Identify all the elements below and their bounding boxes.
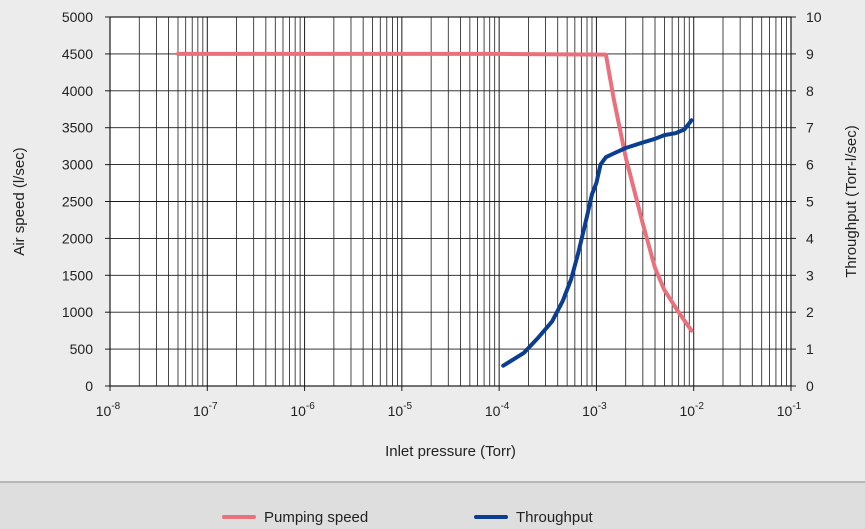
y2-tick-label: 4 — [806, 230, 814, 246]
y2-axis-label: Throughput (Torr-l/sec) — [843, 125, 860, 278]
legend-swatch-throughput — [474, 515, 508, 519]
x-tick-label: 10-6 — [290, 401, 315, 419]
y2-tick-label: 5 — [806, 194, 814, 210]
legend-item-throughput: Throughput — [474, 508, 593, 526]
y-tick-label: 5000 — [62, 9, 93, 25]
y2-tick-label: 9 — [806, 46, 814, 62]
y2-tick-label: 7 — [806, 120, 814, 136]
y2-tick-label: 0 — [806, 378, 814, 394]
y-tick-label: 500 — [70, 341, 94, 357]
y2-tick-label: 3 — [806, 267, 814, 283]
x-tick-label: 10-8 — [96, 401, 121, 419]
y2-tick-label: 1 — [806, 341, 814, 357]
y-tick-label: 2000 — [62, 230, 93, 246]
divider — [0, 481, 865, 483]
x-tick-label: 10-4 — [485, 401, 510, 419]
y-tick-label: 2500 — [62, 194, 93, 210]
plot-panel: 0 500 1000 1500 2000 2500 3000 3500 4000 4500 5000… — [11, 9, 860, 460]
x-tick-label: 10-5 — [388, 401, 413, 419]
throughput-line — [501, 118, 694, 368]
y2-tick-label: 10 — [806, 9, 822, 25]
y-tick-label: 4500 — [62, 46, 93, 62]
y-tick-label: 3500 — [62, 120, 93, 136]
x-tick-label: 10-3 — [582, 401, 607, 419]
x-tick-label: 10-1 — [777, 401, 802, 419]
legend-swatch-pumping-speed — [222, 515, 256, 519]
y-axis-label: Air speed (l/sec) — [11, 147, 28, 255]
chart-svg: 0 500 1000 1500 2000 2500 3000 3500 4000 4500 5000… — [11, 9, 860, 460]
x-tick-label: 10-7 — [193, 401, 218, 419]
legend-label-pumping-speed: Pumping speed — [264, 508, 369, 526]
pumping-speed-line — [176, 51, 694, 333]
y2-tick-label: 8 — [806, 83, 814, 99]
y-tick-label: 0 — [85, 378, 93, 394]
legend-label-throughput: Throughput — [516, 508, 593, 526]
y-tick-label: 3000 — [62, 157, 93, 173]
y-tick-label: 4000 — [62, 83, 93, 99]
legend-item-pumping-speed: Pumping speed — [222, 508, 368, 526]
x-tick-label: 10-2 — [679, 401, 704, 419]
y-tick-label: 1500 — [62, 267, 93, 283]
y-tick-label: 1000 — [62, 304, 93, 320]
y2-tick-label: 2 — [806, 304, 814, 320]
x-axis-label: Inlet pressure (Torr) — [385, 443, 516, 460]
y2-tick-label: 6 — [806, 157, 814, 173]
legend: Pumping speed Throughput — [0, 483, 865, 529]
